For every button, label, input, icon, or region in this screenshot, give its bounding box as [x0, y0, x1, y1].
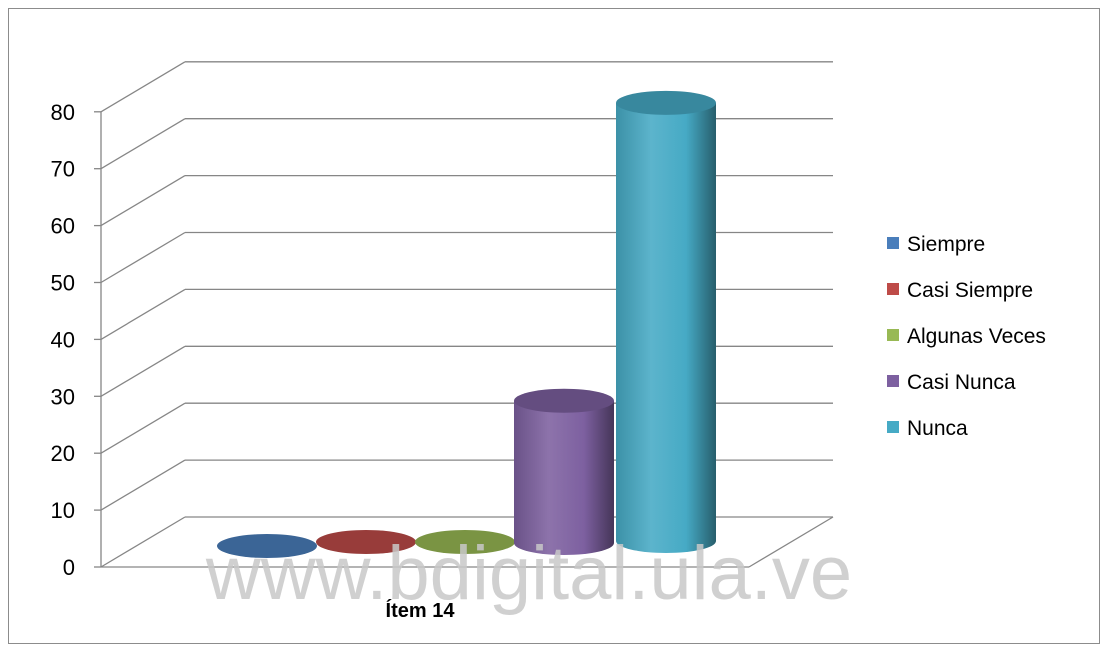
y-tick-label: 50 [51, 271, 75, 296]
legend: Siempre Casi Siempre Algunas Veces Casi Nun… [887, 233, 1046, 440]
watermark-text: www.bdigital.ula.ve [205, 531, 852, 616]
bars [217, 90, 716, 558]
legend-label: Nunca [907, 417, 968, 440]
chart-frame: 0 10 20 30 40 50 60 70 80 Ítem 14 Siempre Casi Si… [8, 8, 1100, 644]
legend-item: Algunas Veces [887, 325, 1046, 348]
floor [100, 516, 834, 568]
y-tick-label: 0 [63, 555, 75, 580]
gridline [100, 402, 833, 454]
y-tick-label: 10 [51, 498, 75, 523]
y-tick-label: 40 [51, 327, 75, 352]
legend-label: Algunas Veces [907, 325, 1046, 348]
bar-casi-nunca [514, 388, 614, 555]
legend-label: Casi Siempre [907, 279, 1033, 302]
grid [100, 61, 834, 568]
y-tick-label: 20 [51, 441, 75, 466]
legend-swatch [887, 421, 899, 433]
y-axis: 0 10 20 30 40 50 60 70 80 [51, 100, 102, 580]
legend-swatch [887, 283, 899, 295]
x-category-label: Ítem 14 [386, 599, 456, 622]
bar-algunas-veces [415, 530, 515, 554]
legend-swatch [887, 375, 899, 387]
gridline [100, 459, 833, 511]
y-tick-label: 70 [51, 157, 75, 182]
gridline [100, 231, 833, 284]
gridline [100, 288, 833, 340]
gridline [100, 345, 833, 397]
y-tick-label: 80 [51, 100, 75, 125]
legend-item: Siempre [887, 233, 985, 256]
gridline [100, 118, 833, 170]
legend-label: Siempre [907, 233, 985, 256]
y-tick-label: 60 [51, 214, 75, 239]
watermark-layer: www.bdigital.ula.ve [205, 531, 852, 616]
legend-swatch [887, 237, 899, 249]
legend-item: Casi Nunca [887, 371, 1016, 394]
legend-item: Nunca [887, 417, 968, 440]
y-tick-label: 30 [51, 384, 75, 409]
legend-swatch [887, 329, 899, 341]
chart-svg: 0 10 20 30 40 50 60 70 80 Ítem 14 Siempre Casi Si… [51, 61, 1046, 622]
gridline [100, 61, 833, 113]
x-axis: Ítem 14 [386, 599, 456, 622]
gridline [100, 174, 833, 227]
legend-item: Casi Siempre [887, 279, 1033, 302]
legend-label: Casi Nunca [907, 371, 1016, 394]
bar-siempre [217, 534, 317, 558]
bar-casi-siempre [316, 530, 416, 554]
bar-nunca [616, 90, 716, 554]
